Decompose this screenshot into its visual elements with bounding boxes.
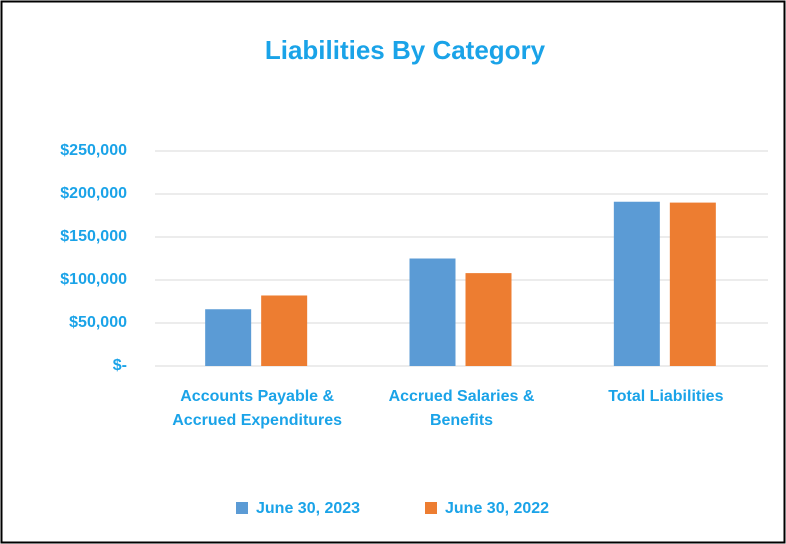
x-tick-label: Total Liabilities [608,388,724,405]
bar [669,202,716,366]
bar [205,309,252,366]
y-tick-label: $50,000 [69,314,127,331]
y-tick-label: $150,000 [60,228,127,245]
legend-swatch [236,502,248,514]
y-tick-label: $100,000 [60,271,127,288]
legend-swatch [425,502,437,514]
chart-title: Liabilities By Category [265,35,546,65]
bar [465,273,512,366]
x-tick-label: Accrued Salaries & Benefits [388,388,535,429]
x-tick-label: Accounts Payable & Accrued Expenditures [172,388,343,429]
bar [409,258,456,366]
y-tick-label: $200,000 [60,185,127,202]
bar [261,295,308,366]
y-tick-label: $250,000 [60,142,127,159]
y-tick-label: $- [113,357,127,374]
legend-label: June 30, 2023 [256,500,360,517]
bar [613,201,660,366]
legend-label: June 30, 2022 [445,500,549,517]
